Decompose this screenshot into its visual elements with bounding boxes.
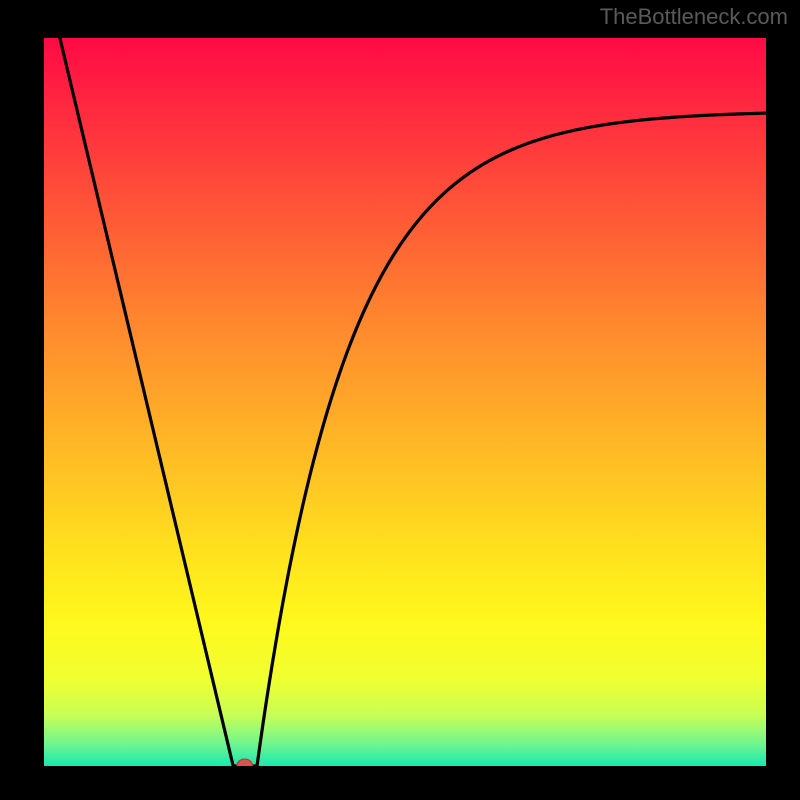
plot-area (44, 38, 766, 766)
chart-svg (44, 38, 766, 766)
watermark-text: TheBottleneck.com (600, 4, 788, 30)
chart-wrapper: { "canvas": { "width": 800, "height": 80… (0, 0, 800, 800)
plot-frame (30, 24, 780, 780)
gradient-background (44, 38, 766, 766)
